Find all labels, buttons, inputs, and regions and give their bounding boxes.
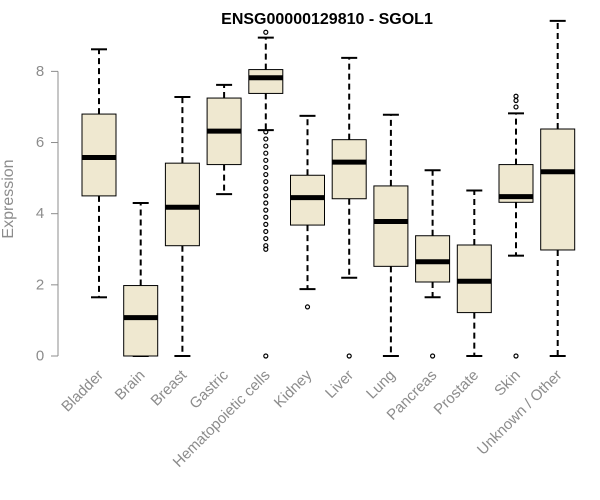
x-tick-label: Liver [322, 367, 357, 402]
outlier-point [263, 353, 269, 359]
box-brain [123, 202, 159, 357]
box-iqr [373, 185, 409, 267]
outlier-point [263, 221, 269, 227]
outlier-point [263, 150, 269, 156]
outlier-point [513, 93, 519, 99]
box-iqr [164, 162, 200, 247]
box-liver [331, 56, 367, 359]
box-bladder [81, 48, 117, 299]
outlier-point [263, 214, 269, 220]
outlier-point [430, 353, 436, 359]
box-iqr [415, 235, 451, 283]
y-tick-label: 8 [36, 63, 44, 80]
outlier-point [263, 136, 269, 142]
outlier-point [263, 193, 269, 199]
y-tick-label: 6 [36, 134, 44, 151]
outlier-point [513, 353, 519, 359]
box-prostate [456, 189, 492, 357]
outlier-point [263, 235, 269, 242]
outlier-point [513, 104, 519, 110]
outlier-point [263, 179, 269, 185]
box-kidney [290, 114, 325, 310]
y-axis: 0 2 4 6 8 [36, 63, 59, 365]
box-hematopoietic-cells [248, 29, 284, 359]
outlier-point [263, 246, 269, 252]
chart-title: ENSG00000129810 - SGOL1 [221, 11, 433, 28]
x-tick-label: Kidney [271, 366, 316, 411]
outlier-point [263, 207, 269, 213]
outlier-point [346, 353, 352, 359]
y-tick-label: 4 [36, 205, 44, 222]
box-unknown-other [540, 19, 576, 357]
y-axis-label: Expression [0, 159, 17, 238]
y-tick-label: 0 [36, 348, 44, 365]
outlier-point [263, 186, 269, 192]
outlier-point [263, 129, 269, 135]
x-tick-label: Prostate [431, 367, 483, 419]
box-skin [498, 93, 534, 359]
box-gastric [206, 83, 242, 196]
outlier-point [263, 157, 269, 163]
outlier-point [513, 97, 519, 104]
outlier-point [263, 29, 269, 35]
outlier-point [263, 164, 269, 171]
box-breast [164, 95, 200, 357]
x-tick-label: Bladder [58, 367, 107, 416]
box-lung [373, 113, 409, 357]
x-tick-label: Lung [363, 367, 399, 403]
outlier-point [263, 200, 269, 206]
outlier-point [263, 228, 269, 235]
outlier-point [304, 304, 311, 310]
box-pancreas [415, 169, 451, 359]
box-iqr [248, 69, 284, 94]
outlier-point [263, 143, 269, 149]
box-iqr [331, 139, 367, 200]
outlier-point [263, 171, 269, 178]
box-series [81, 19, 576, 359]
y-tick-label: 2 [36, 276, 44, 293]
x-tick-label: Skin [491, 367, 524, 400]
x-tick-label: Breast [148, 366, 191, 409]
x-tick-label: Brain [112, 367, 149, 404]
box-iqr [123, 285, 159, 357]
box-iqr [540, 128, 576, 251]
